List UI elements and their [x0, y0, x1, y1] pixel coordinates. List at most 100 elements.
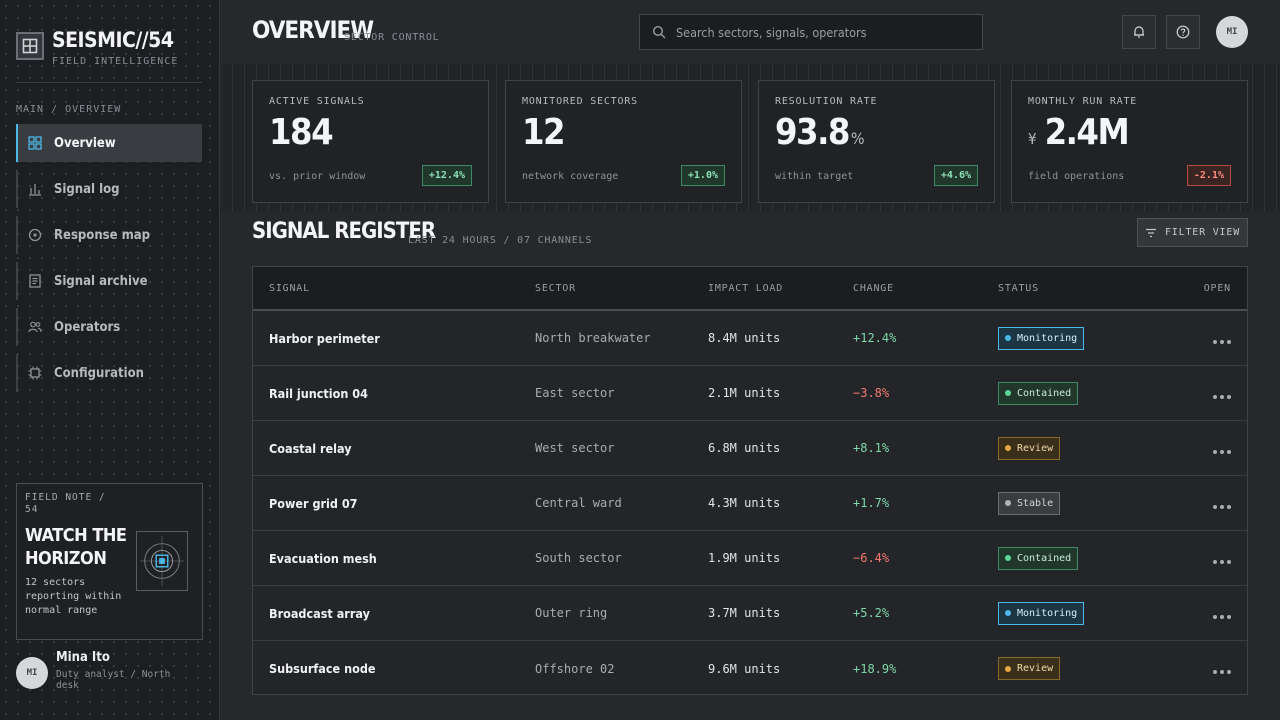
signal-name: Harbor perimeter: [269, 330, 380, 346]
bar-chart-icon: [28, 182, 42, 196]
status-dot-icon: [1005, 610, 1011, 617]
signal-sector: Central ward: [535, 496, 622, 510]
kpi-value: 12: [522, 112, 566, 153]
status-dot-icon: [1005, 500, 1011, 507]
kpi-label: MONITORED SECTORS: [522, 96, 638, 107]
signal-sector: Outer ring: [535, 606, 608, 620]
signal-change: −6.4%: [853, 551, 890, 565]
sidebar-item-operators[interactable]: Operators: [16, 308, 202, 346]
more-options-icon[interactable]: [1213, 504, 1231, 509]
kpi-delta-badge: +12.4%: [421, 165, 472, 186]
sidebar-item-label: Configuration: [54, 365, 144, 381]
kpi-value: 93.8%: [775, 112, 865, 153]
user-profile[interactable]: MI Mina Ito Duty analyst / North desk: [16, 650, 206, 691]
document-icon: [28, 274, 42, 288]
more-options-icon[interactable]: [1213, 339, 1231, 344]
sidebar-item-signal-log[interactable]: Signal log: [16, 170, 202, 208]
status-dot-icon: [1005, 335, 1011, 342]
table-row[interactable]: Broadcast array Outer ring 3.7M units +5…: [253, 586, 1247, 641]
column-header-change[interactable]: CHANGE: [853, 282, 894, 294]
kpi-value: ¥2.4M: [1028, 112, 1130, 153]
signal-load: 1.9M units: [708, 551, 781, 565]
column-header-impact-load[interactable]: IMPACT LOAD: [708, 282, 784, 294]
sidebar-nav: Overview Signal log Response map Signal …: [16, 124, 202, 400]
signal-load: 8.4M units: [708, 331, 781, 345]
grid-icon: [28, 136, 42, 150]
register-subtitle: LAST 24 HOURS / 07 CHANNELS: [408, 235, 593, 246]
sidebar-item-configuration[interactable]: Configuration: [16, 354, 202, 392]
filter-view-label: FILTER VIEW: [1164, 227, 1241, 238]
status-badge: Monitoring: [998, 601, 1085, 625]
help-button[interactable]: [1166, 15, 1200, 49]
filter-view-button[interactable]: FILTER VIEW: [1137, 218, 1248, 247]
register-title: SIGNAL REGISTER: [252, 219, 436, 244]
sidebar-item-label: Response map: [54, 227, 151, 243]
status-badge: Review: [998, 657, 1061, 681]
signal-change: +5.2%: [853, 606, 890, 620]
signal-name: Broadcast array: [269, 605, 370, 621]
table-row[interactable]: Harbor perimeter North breakwater 8.4M u…: [253, 311, 1247, 366]
status-badge: Contained: [998, 381, 1079, 405]
kpi-unit: %: [850, 129, 865, 148]
more-options-icon[interactable]: [1213, 394, 1231, 399]
sidebar-item-overview[interactable]: Overview: [16, 124, 202, 162]
help-icon: [1176, 25, 1190, 39]
column-header-open: OPEN: [1203, 282, 1231, 294]
search-icon: [652, 25, 666, 39]
table-row[interactable]: Rail junction 04 East sector 2.1M units …: [253, 366, 1247, 421]
kpi-card-active-signals: ACTIVE SIGNALS 184 vs. prior window +12.…: [252, 80, 489, 203]
search-bar[interactable]: [639, 14, 983, 50]
table-row[interactable]: Power grid 07 Central ward 4.3M units +1…: [253, 476, 1247, 531]
sidebar-item-response-map[interactable]: Response map: [16, 216, 202, 254]
kpi-value: 184: [269, 112, 334, 153]
signal-change: +18.9%: [853, 661, 897, 676]
bell-icon: [1134, 26, 1144, 38]
kpi-note: within target: [775, 171, 854, 182]
page-title: OVERVIEW: [252, 16, 374, 44]
status-dot-icon: [1005, 665, 1011, 672]
more-options-icon[interactable]: [1213, 449, 1231, 454]
filter-icon: [1145, 228, 1156, 237]
sidebar-item-signal-archive[interactable]: Signal archive: [16, 262, 202, 300]
brand[interactable]: SEISMIC//54 FIELD INTELLIGENCE: [16, 28, 178, 67]
signal-sector: North breakwater: [535, 331, 651, 345]
signal-load: 3.7M units: [708, 606, 781, 620]
grid-logo-icon: [16, 32, 44, 60]
status-dot-icon: [1005, 555, 1011, 562]
column-header-signal[interactable]: SIGNAL: [269, 282, 310, 294]
table-row[interactable]: Coastal relay West sector 6.8M units +8.…: [253, 421, 1247, 476]
kpi-card-monitored-sectors: MONITORED SECTORS 12 network coverage +1…: [505, 80, 742, 203]
column-header-status[interactable]: STATUS: [998, 282, 1039, 294]
column-header-sector[interactable]: SECTOR: [535, 282, 576, 294]
more-options-icon[interactable]: [1213, 614, 1231, 619]
more-options-icon[interactable]: [1213, 670, 1231, 674]
signal-name: Subsurface node: [269, 661, 376, 676]
signal-change: +8.1%: [853, 441, 890, 455]
table-header: SIGNAL SECTOR IMPACT LOAD CHANGE STATUS …: [253, 267, 1247, 311]
status-badge: Monitoring: [998, 326, 1085, 350]
header-avatar[interactable]: MI: [1216, 16, 1248, 48]
more-options-icon[interactable]: [1213, 559, 1231, 564]
sidebar-item-label: Operators: [54, 319, 121, 335]
user-role: Duty analyst / North desk: [56, 669, 171, 691]
brand-title: SEISMIC//54: [52, 28, 174, 52]
signal-load: 9.6M units: [708, 661, 781, 676]
field-note-card: FIELD NOTE / 54 WATCH THE HORIZON 12 sec…: [16, 483, 203, 640]
kpi-note: vs. prior window: [269, 171, 366, 182]
signal-change: −3.8%: [853, 386, 890, 400]
kpi-card-resolution-rate: RESOLUTION RATE 93.8% within target +4.6…: [758, 80, 995, 203]
table-row[interactable]: Evacuation mesh South sector 1.9M units …: [253, 531, 1247, 586]
radar-icon: [136, 531, 188, 591]
table-row[interactable]: Subsurface node Offshore 02 9.6M units +…: [253, 641, 1247, 696]
notifications-button[interactable]: [1122, 15, 1156, 49]
users-icon: [28, 320, 42, 334]
kpi-label: MONTHLY RUN RATE: [1028, 96, 1138, 107]
kpi-label: ACTIVE SIGNALS: [269, 96, 365, 107]
page-subtitle: SECTOR CONTROL: [344, 32, 440, 43]
field-note-title: WATCH THE HORIZON: [25, 525, 127, 569]
signal-name: Coastal relay: [269, 440, 352, 456]
signal-change: +12.4%: [853, 331, 897, 345]
search-input[interactable]: [676, 24, 976, 40]
status-dot-icon: [1005, 445, 1011, 452]
signal-sector: Offshore 02: [535, 661, 615, 676]
